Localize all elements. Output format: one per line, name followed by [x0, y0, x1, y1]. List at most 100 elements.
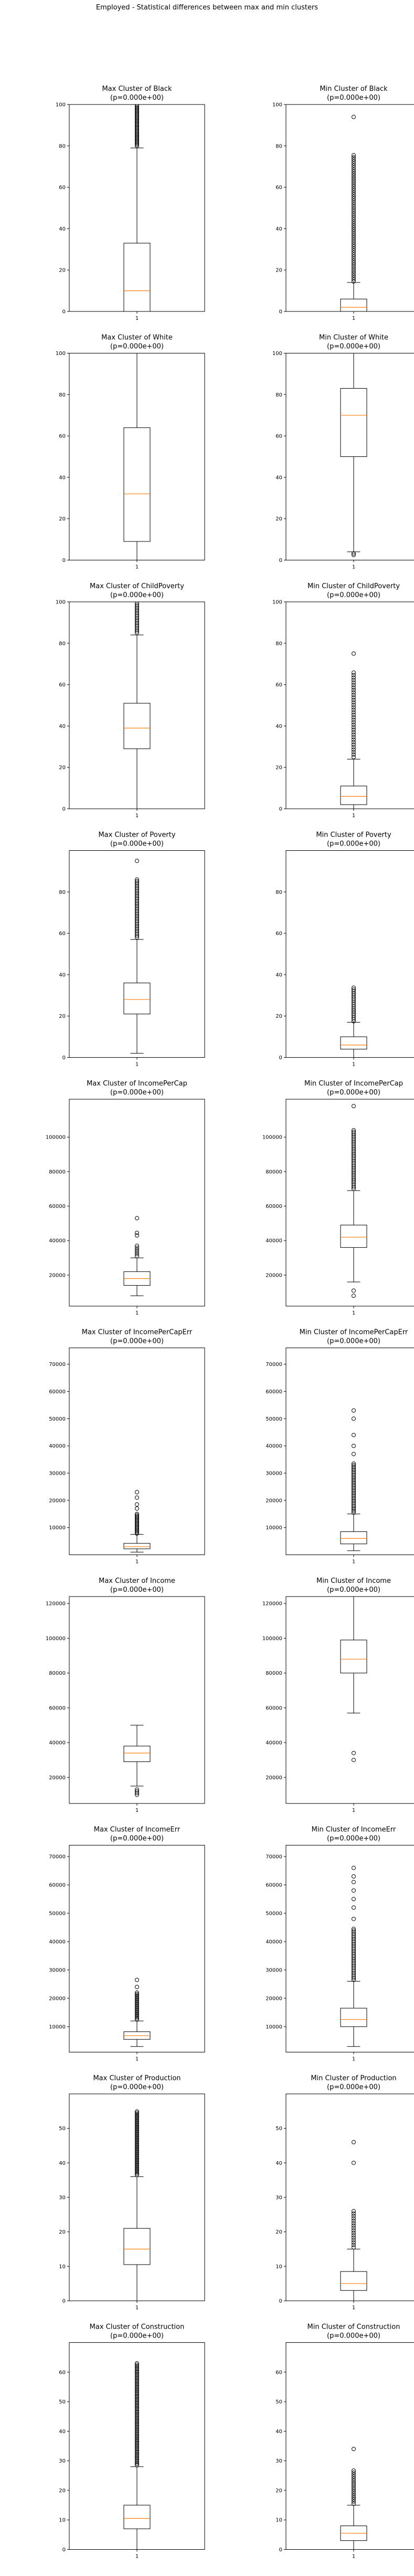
outlier-point [352, 985, 356, 990]
y-tick-label: 10 [59, 2518, 66, 2523]
outlier-point [352, 213, 356, 217]
outlier-point [135, 2142, 139, 2147]
outlier-point [352, 742, 356, 747]
outlier-point [352, 246, 356, 251]
outlier-point [135, 1249, 139, 1254]
y-tick-label: 70000 [49, 1854, 66, 1860]
y-tick-label: 60 [275, 2370, 282, 2375]
y-tick-label: 80 [275, 641, 282, 646]
outlier-point [135, 1495, 139, 1500]
outlier-point [352, 170, 356, 174]
y-tick-label: 30000 [266, 1470, 282, 1476]
outlier-point [135, 923, 139, 928]
outlier-point [352, 230, 356, 234]
outlier-point [135, 2376, 139, 2381]
outlier-point [352, 755, 356, 759]
panel-title: Min Cluster of ChildPoverty [307, 582, 400, 590]
y-tick-label: 60 [275, 434, 282, 440]
outlier-point [352, 1128, 356, 1133]
plot-frame [285, 1348, 414, 1555]
y-tick-label: 20000 [49, 1996, 66, 2001]
panels-container: Max Cluster of Black(p=0.000e+00)0204060… [46, 85, 414, 2560]
outlier-point [135, 2431, 139, 2435]
outlier-point [135, 1490, 139, 1495]
outlier-point [352, 1489, 356, 1494]
y-tick-label: 60000 [266, 1389, 282, 1395]
outlier-point [135, 2424, 139, 2429]
outlier-point [135, 2010, 139, 2015]
panel-title: Min Cluster of Construction [307, 2323, 400, 2331]
outlier-point [352, 199, 356, 203]
outlier-point [135, 922, 139, 926]
outlier-point [135, 2134, 139, 2139]
figure-suptitle: Employed - Statistical differences betwe… [96, 4, 318, 12]
plot-frame [285, 1596, 414, 1804]
panel-title: Max Cluster of IncomePerCapErr [82, 1329, 193, 1337]
outlier-point [135, 914, 139, 919]
outlier-point [135, 925, 139, 930]
y-tick-label: 60000 [266, 1204, 282, 1209]
iqr-box [340, 1640, 367, 1674]
outlier-point [352, 2211, 356, 2216]
y-tick-label: 10 [59, 2264, 66, 2270]
outlier-point [135, 900, 139, 905]
outlier-point [135, 2386, 139, 2391]
x-tick-label: 1 [135, 1062, 139, 1068]
outlier-point [135, 1996, 139, 2000]
y-tick-label: 70000 [49, 1362, 66, 1368]
outlier-point [352, 1507, 356, 1511]
outlier-point [352, 1916, 356, 1921]
y-tick-label: 10000 [266, 2024, 282, 2030]
outlier-point [352, 1880, 356, 1884]
outlier-point [352, 732, 356, 737]
outlier-point [352, 1967, 356, 1972]
outlier-point [352, 279, 356, 284]
plot-frame [285, 1845, 414, 2052]
plot-area [123, 602, 151, 809]
outlier-point [135, 2462, 139, 2466]
outlier-point [135, 2152, 139, 2156]
outlier-point [352, 238, 356, 243]
panel-title: Max Cluster of Income [99, 1577, 175, 1585]
outlier-point [135, 2463, 139, 2468]
outlier-point [352, 1444, 356, 1448]
y-tick-label: 10000 [266, 1525, 282, 1531]
outlier-point [352, 2473, 356, 2477]
outlier-point [352, 1490, 356, 1495]
y-tick-label: 40 [59, 226, 66, 232]
outlier-point [352, 163, 356, 168]
outlier-point [352, 2447, 356, 2452]
outlier-point [135, 2371, 139, 2376]
outlier-point [352, 677, 356, 682]
outlier-point [352, 244, 356, 248]
outlier-point [352, 1970, 356, 1975]
outlier-point [135, 2379, 139, 2383]
outlier-point [135, 2396, 139, 2401]
outlier-point [352, 2238, 356, 2243]
outlier-point [135, 894, 139, 899]
boxplot-panel: Min Cluster of Production(p=0.000e+00) 0 1… [275, 2074, 414, 2311]
boxplot-panel: Min Cluster of IncomeErr(p=0.000e+00) 100… [266, 1826, 414, 2062]
outlier-point [135, 2009, 139, 2014]
outlier-point [352, 1416, 356, 1421]
y-tick-label: 40000 [49, 1444, 66, 1449]
outlier-point [352, 1933, 356, 1938]
outlier-point [352, 2483, 356, 2487]
outlier-point [352, 219, 356, 224]
outlier-point [135, 2162, 139, 2166]
outlier-point [135, 2140, 139, 2144]
outlier-point [135, 1991, 139, 1996]
outlier-point [135, 880, 139, 885]
plot-frame [69, 1099, 205, 1307]
y-tick-label: 0 [62, 1055, 66, 1061]
y-tick-label: 0 [62, 807, 66, 812]
outlier-point [352, 1492, 356, 1497]
y-tick-label: 20 [275, 2229, 282, 2235]
outlier-point [135, 2133, 139, 2137]
outlier-point [135, 2420, 139, 2425]
outlier-point [135, 2373, 139, 2377]
y-tick-label: 30 [275, 2458, 282, 2464]
outlier-point [352, 1954, 356, 1958]
panel-title: Min Cluster of Income [316, 1577, 391, 1585]
